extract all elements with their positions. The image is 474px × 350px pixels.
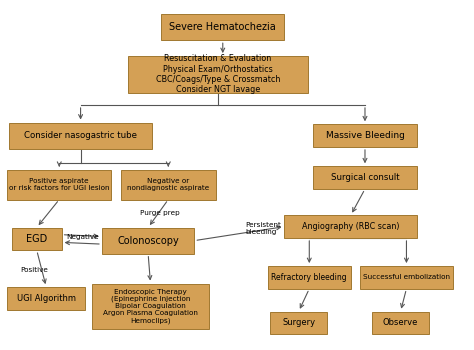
Text: Resuscitation & Evaluation
Physical Exam/Orthostatics
CBC/Coags/Type & Crossmatc: Resuscitation & Evaluation Physical Exam… [156,54,280,94]
Text: Consider nasogastric tube: Consider nasogastric tube [24,131,137,140]
FancyBboxPatch shape [284,215,417,238]
Text: Angiography (RBC scan): Angiography (RBC scan) [302,222,400,231]
Text: Severe Hematochezia: Severe Hematochezia [169,22,276,32]
Text: Negative or
nondiagnostic aspirate: Negative or nondiagnostic aspirate [127,178,210,191]
Text: Positive aspirate
or risk factors for UGI lesion: Positive aspirate or risk factors for UG… [9,178,109,191]
Text: Purge prep: Purge prep [140,210,180,217]
FancyBboxPatch shape [102,228,194,254]
Text: Positive: Positive [20,267,48,273]
FancyBboxPatch shape [7,287,85,310]
Text: UGI Algorithm: UGI Algorithm [17,294,76,303]
FancyBboxPatch shape [128,56,308,93]
Text: Endoscopic Therapy
(Epinephrine Injection
Bipolar Coagulation
Argon Plasma Coagu: Endoscopic Therapy (Epinephrine Injectio… [103,289,198,324]
FancyBboxPatch shape [121,170,216,200]
Text: Massive Bleeding: Massive Bleeding [326,131,404,140]
FancyBboxPatch shape [313,166,417,189]
Text: Refractory bleeding: Refractory bleeding [272,273,347,282]
FancyBboxPatch shape [360,266,453,289]
FancyBboxPatch shape [12,228,62,250]
Text: EGD: EGD [26,234,47,244]
Text: Surgery: Surgery [282,318,315,327]
FancyBboxPatch shape [7,170,111,200]
Text: Persistent
bleeding: Persistent bleeding [246,222,282,236]
FancyBboxPatch shape [92,284,209,329]
FancyBboxPatch shape [9,122,152,149]
Text: Successful embolization: Successful embolization [363,274,450,280]
FancyBboxPatch shape [270,312,327,334]
Text: Observe: Observe [383,318,418,327]
Text: Surgical consult: Surgical consult [331,173,399,182]
Text: Colonoscopy: Colonoscopy [117,236,179,246]
Text: Negative: Negative [67,234,99,240]
FancyBboxPatch shape [161,14,284,40]
FancyBboxPatch shape [313,124,417,147]
FancyBboxPatch shape [268,266,351,289]
FancyBboxPatch shape [372,312,429,334]
